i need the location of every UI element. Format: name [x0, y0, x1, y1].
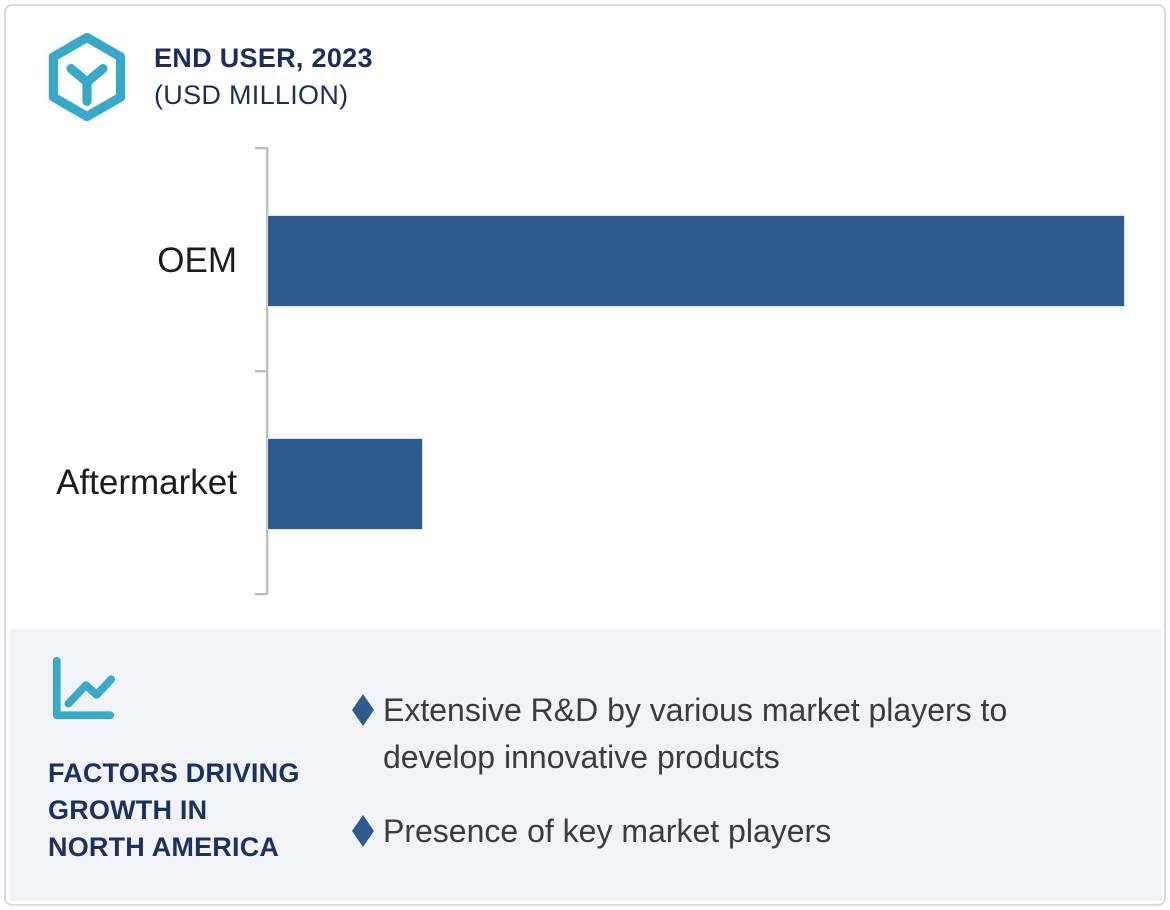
factors-panel — [10, 629, 1162, 901]
list-item: Presence of key market players — [352, 808, 1076, 855]
line-chart-icon — [52, 656, 116, 720]
factors-bullet-list: Extensive R&D by various market players … — [352, 687, 1076, 882]
chart-title-line1: END USER, 2023 — [154, 43, 373, 73]
factors-heading-line1: FACTORS DRIVING — [48, 758, 300, 788]
y-axis-line — [266, 147, 268, 595]
bar-aftermarket — [268, 439, 422, 529]
factors-heading: FACTORS DRIVING GROWTH IN NORTH AMERICA — [48, 755, 300, 866]
category-label-aftermarket: Aftermarket — [56, 463, 237, 502]
list-item: Extensive R&D by various market players … — [352, 687, 1076, 781]
axis-tick — [255, 370, 266, 372]
chart-title: END USER, 2023 (USD MILLION) — [154, 40, 373, 114]
chart-title-line2: (USD MILLION) — [154, 80, 349, 110]
bullet-text: Presence of key market players — [383, 813, 832, 849]
diamond-bullet-icon — [352, 815, 374, 847]
axis-tick — [255, 147, 266, 149]
bullet-text: Extensive R&D by various market players … — [383, 692, 1008, 775]
factors-heading-line2: GROWTH IN — [48, 795, 208, 825]
factors-heading-line3: NORTH AMERICA — [48, 832, 280, 862]
axis-tick — [255, 593, 266, 595]
hexagon-box-icon — [48, 33, 126, 121]
category-label-oem: OEM — [157, 241, 237, 280]
bar-oem — [268, 216, 1124, 306]
diamond-bullet-icon — [352, 694, 374, 726]
